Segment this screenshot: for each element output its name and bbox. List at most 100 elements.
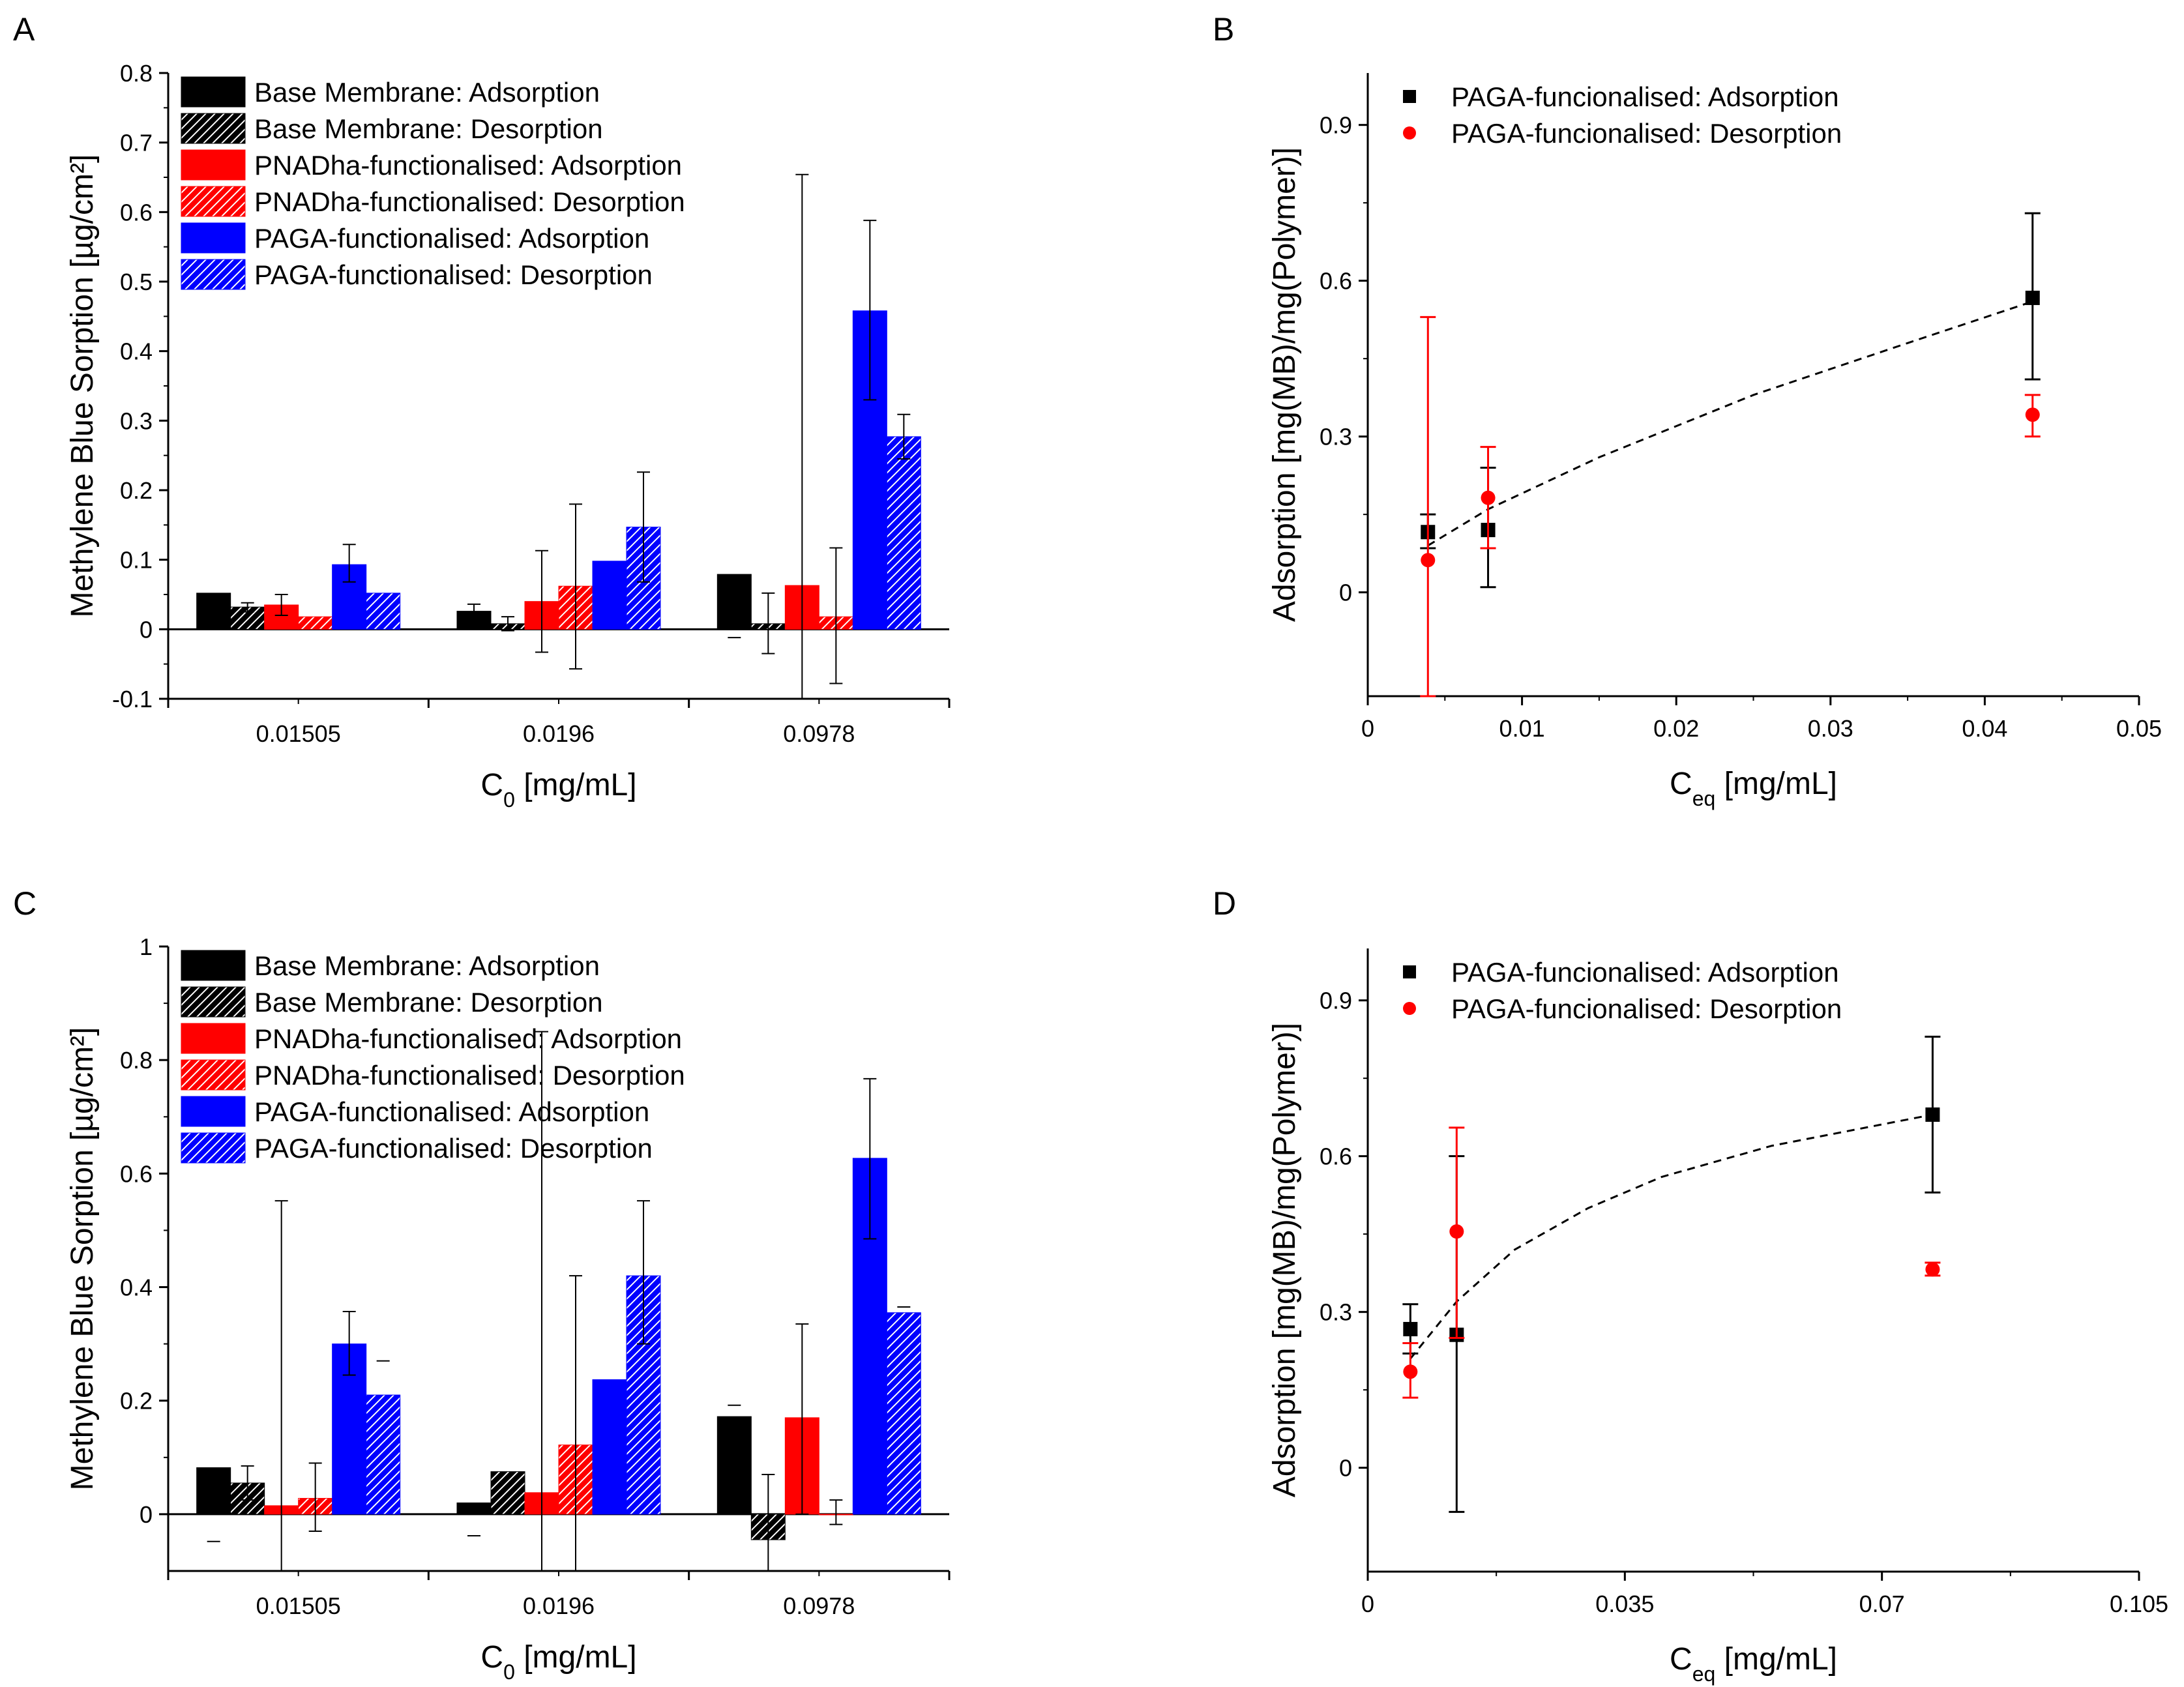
panel-letter: A bbox=[13, 11, 35, 48]
x-axis-title-subscript: 0 bbox=[503, 788, 515, 812]
x-tick-label-0-0978: 0.0978 bbox=[783, 1592, 855, 1619]
x-tick-label: 0.03 bbox=[1808, 715, 1853, 742]
data-point-circle bbox=[2025, 407, 2040, 422]
x-tick-label: 0.04 bbox=[1962, 715, 2007, 742]
legend-swatch-base-membrane-desorption bbox=[181, 113, 246, 144]
y-axis-title: Methylene Blue Sorption [µg/cm²] bbox=[65, 154, 100, 618]
y-tick-label: 0.6 bbox=[1320, 1143, 1352, 1170]
panels: A -0.1 0 0.1 0.2 0.3 0.4 0.5 0.6 0.7 0.8 0.01505 0.0… bbox=[13, 11, 2168, 1686]
legend-label-pnadha-functionalised-adsorption: PNADha-functionalised: Adsorption bbox=[254, 150, 682, 181]
panel-letter: B bbox=[1213, 11, 1234, 48]
x-axis-title-subscript: eq bbox=[1692, 787, 1716, 810]
legend-swatch-paga-functionalised-desorption bbox=[181, 1132, 246, 1164]
y-tick-label: 0.3 bbox=[1320, 424, 1352, 450]
bar-base-membrane-desorption-0-0196 bbox=[490, 1471, 525, 1515]
legend-label-base-membrane-adsorption: Base Membrane: Adsorption bbox=[254, 950, 600, 981]
legend-swatch-pnadha-functionalised-desorption bbox=[181, 1059, 246, 1091]
y-tick-label: 0.6 bbox=[120, 199, 153, 226]
panel-b: B 0 0.3 0.6 0.9 0 0.01 0.02 0.03 0.04 0.05 Ceq [mg/… bbox=[1213, 11, 2162, 810]
bar-pnadha-functionalised-desorption-0-01505 bbox=[298, 616, 333, 630]
legend-label-pnadha-functionalised-adsorption: PNADha-functionalised: Adsorption bbox=[254, 1023, 682, 1054]
x-tick-label: 0.105 bbox=[2110, 1591, 2168, 1617]
legend-swatch-pnadha-functionalised-adsorption bbox=[181, 1023, 246, 1054]
legend-swatch-pnadha-functionalised-adsorption bbox=[181, 149, 246, 181]
y-tick-label: -0.1 bbox=[112, 686, 153, 712]
x-tick-label: 0.07 bbox=[1859, 1591, 1905, 1617]
x-tick-label-0-01505: 0.01505 bbox=[256, 1592, 341, 1619]
x-axis-title: C0 [mg/mL] bbox=[480, 768, 636, 812]
legend-label-paga-funcionalised-adsorption: PAGA-funcionalised: Adsorption bbox=[1451, 957, 1839, 988]
x-axis-title-unit: [mg/mL] bbox=[1715, 767, 1837, 801]
legend: Base Membrane: Adsorption Base Membrane: … bbox=[181, 76, 685, 290]
legend-label-pnadha-functionalised-desorption: PNADha-functionalised: Desorption bbox=[254, 186, 685, 217]
x-tick-label-0-0196: 0.0196 bbox=[523, 720, 595, 747]
legend-label-paga-functionalised-adsorption: PAGA-functionalised: Adsorption bbox=[254, 223, 649, 254]
y-tick-label: 0.6 bbox=[1320, 268, 1352, 295]
y-tick-label: 0.2 bbox=[120, 477, 153, 504]
x-tick-label: 0.01 bbox=[1499, 715, 1545, 742]
y-tick-label: 1 bbox=[140, 933, 153, 960]
legend-label-paga-funcionalised-adsorption: PAGA-funcionalised: Adsorption bbox=[1451, 81, 1839, 112]
x-tick-label: 0 bbox=[1361, 1591, 1374, 1617]
x-tick-label-0-0978: 0.0978 bbox=[783, 720, 855, 747]
legend-marker-square bbox=[1403, 965, 1416, 978]
legend-swatch-base-membrane-desorption bbox=[181, 986, 246, 1018]
legend-label-paga-functionalised-desorption: PAGA-functionalised: Desorption bbox=[254, 259, 653, 290]
x-axis-title: C0 [mg/mL] bbox=[480, 1640, 636, 1684]
y-axis-title: Methylene Blue Sorption [µg/cm²] bbox=[65, 1027, 100, 1491]
legend-marker-circle bbox=[1403, 1002, 1416, 1015]
legend-label-paga-funcionalised-desorption: PAGA-funcionalised: Desorption bbox=[1451, 993, 1842, 1024]
x-axis-title-main: C bbox=[480, 768, 503, 802]
legend-marker-square bbox=[1403, 90, 1416, 103]
panel-letter: C bbox=[13, 885, 37, 922]
legend-swatch-paga-functionalised-desorption bbox=[181, 259, 246, 290]
x-axis-title-main: C bbox=[1670, 1642, 1692, 1677]
bar-base-membrane-adsorption-0-0196 bbox=[456, 1502, 492, 1515]
legend-swatch-base-membrane-adsorption bbox=[181, 76, 246, 108]
y-tick-label: 0 bbox=[140, 1501, 153, 1528]
y-tick-label: 0 bbox=[1339, 1455, 1352, 1482]
y-tick-label: 0.7 bbox=[120, 130, 153, 156]
x-axis-title: Ceq [mg/mL] bbox=[1670, 767, 1837, 810]
x-axis-title-main: C bbox=[1670, 767, 1692, 801]
x-axis-title-subscript: 0 bbox=[503, 1660, 515, 1684]
legend-marker-circle bbox=[1403, 126, 1416, 139]
data-point-square bbox=[2025, 290, 2040, 305]
legend-swatch-paga-functionalised-adsorption bbox=[181, 1096, 246, 1127]
y-tick-label: 0.4 bbox=[120, 1274, 153, 1301]
series-paga-funcionalised-adsorption bbox=[1402, 1035, 1941, 1513]
y-tick-label: 0 bbox=[1339, 579, 1352, 606]
y-tick-label: 0 bbox=[140, 616, 153, 643]
data-point-circle bbox=[1403, 1364, 1418, 1379]
legend-label-base-membrane-adsorption: Base Membrane: Adsorption bbox=[254, 77, 600, 108]
y-tick-label: 0.3 bbox=[1320, 1299, 1352, 1326]
legend: PAGA-funcionalised: Adsorption PAGA-funci… bbox=[1403, 81, 1842, 149]
panel-d: D 0 0.3 0.6 0.9 0 0.035 0.07 0.105 Ceq [mg/mL] Ads… bbox=[1213, 885, 2168, 1686]
data-point-square bbox=[1925, 1107, 1940, 1122]
bar-base-membrane-adsorption-0-01505 bbox=[196, 1467, 231, 1515]
bar-paga-functionalised-desorption-0-01505 bbox=[366, 1394, 401, 1515]
y-tick-label: 0.8 bbox=[120, 60, 153, 87]
y-tick-label: 0.8 bbox=[120, 1047, 153, 1074]
series-paga-funcionalised-desorption bbox=[1420, 315, 2041, 697]
legend-label-paga-functionalised-desorption: PAGA-functionalised: Desorption bbox=[254, 1133, 653, 1164]
data-point-square bbox=[1403, 1321, 1418, 1336]
x-axis-title-main: C bbox=[480, 1640, 503, 1675]
bar-paga-functionalised-desorption-0-01505 bbox=[366, 593, 401, 630]
y-tick-label: 0.9 bbox=[1320, 112, 1352, 139]
bar-paga-functionalised-desorption-0-0978 bbox=[886, 1312, 921, 1515]
x-axis-title-unit: [mg/mL] bbox=[1715, 1642, 1837, 1677]
y-axis-title: Adsorption [mg(MB)/mg(Polymer)] bbox=[1267, 147, 1302, 622]
legend-swatch-paga-functionalised-adsorption bbox=[181, 222, 246, 254]
x-tick-label: 0.05 bbox=[2116, 715, 2162, 742]
x-tick-label: 0.02 bbox=[1653, 715, 1699, 742]
fit-curve bbox=[1409, 1113, 1933, 1360]
legend-swatch-pnadha-functionalised-desorption bbox=[181, 186, 246, 217]
legend-label-paga-funcionalised-desorption: PAGA-funcionalised: Desorption bbox=[1451, 118, 1842, 149]
x-axis-title-unit: [mg/mL] bbox=[515, 1640, 637, 1675]
x-axis-title: Ceq [mg/mL] bbox=[1670, 1642, 1837, 1686]
legend-swatch-base-membrane-adsorption bbox=[181, 950, 246, 981]
x-axis-title-unit: [mg/mL] bbox=[515, 768, 637, 802]
